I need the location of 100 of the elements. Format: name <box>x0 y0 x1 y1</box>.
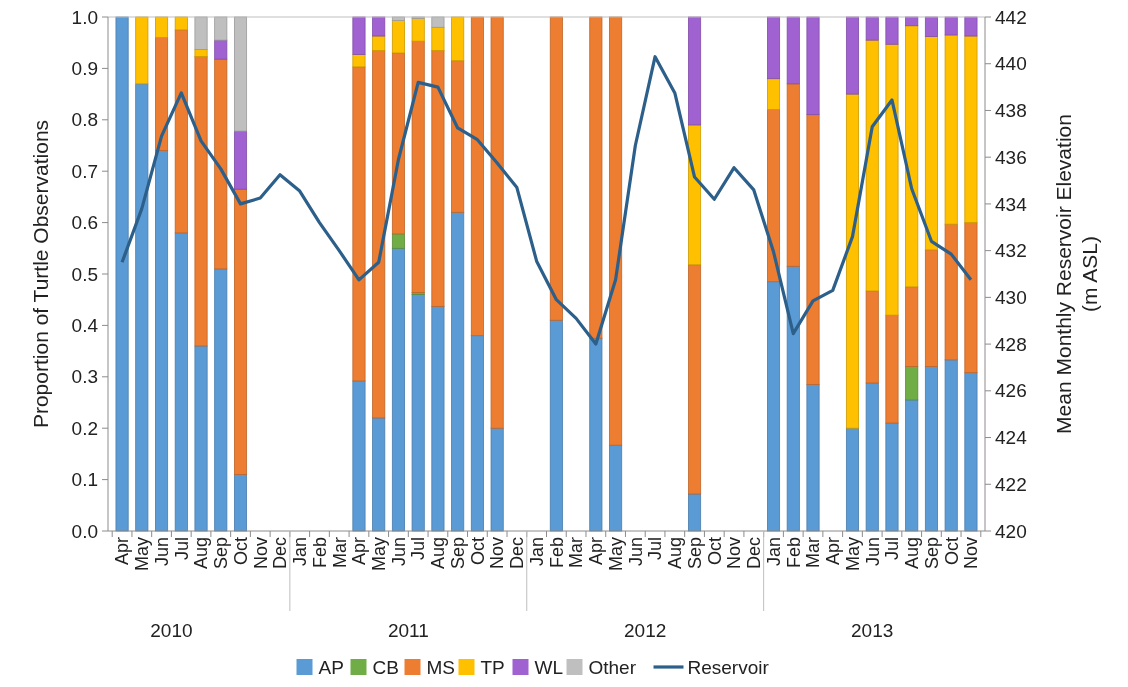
bar <box>411 18 425 42</box>
legend-label: TP <box>480 656 505 678</box>
y-tick-label: 0.9 <box>71 58 98 80</box>
x2-tick-label: 2013 <box>851 620 894 641</box>
x-tick-label: Sep <box>447 537 468 570</box>
x-tick-label: Apr <box>349 537 370 566</box>
bar <box>944 223 958 361</box>
bar <box>451 60 465 213</box>
bar <box>786 265 800 532</box>
y2-tick-label: 440 <box>995 53 1027 75</box>
bar <box>174 29 188 234</box>
x-tick-label: Mar <box>329 537 350 568</box>
bar <box>372 50 386 419</box>
bar <box>964 222 978 374</box>
bar <box>806 114 820 385</box>
x-tick-label: Jan <box>290 537 311 567</box>
bar <box>688 124 702 266</box>
legend-label: AP <box>318 656 344 678</box>
bar <box>391 20 405 54</box>
y2-tick-label: 422 <box>995 473 1027 495</box>
bar <box>865 290 879 384</box>
y2-tick-label: 442 <box>995 6 1027 28</box>
y-tick-label: 0.0 <box>71 520 98 542</box>
y2-tick-label: 438 <box>995 100 1027 122</box>
bar <box>865 16 879 41</box>
bar <box>135 16 149 85</box>
bar <box>352 54 366 68</box>
bar <box>372 417 386 532</box>
bar <box>470 335 484 532</box>
bar <box>845 93 860 429</box>
x-tick-label: Jun <box>625 537 646 567</box>
y2-tick-label: 432 <box>995 240 1027 262</box>
bar <box>431 26 445 51</box>
bar <box>905 25 919 288</box>
bar <box>767 78 781 110</box>
bar <box>865 39 879 292</box>
x-tick-label: Oct <box>467 537 488 566</box>
bar <box>214 39 228 60</box>
y-tick-label: 0.1 <box>71 469 98 491</box>
x-tick-label: Jun <box>862 537 883 567</box>
x-tick-label: Nov <box>487 537 508 570</box>
x-tick-label: Oct <box>704 537 725 566</box>
x-tick-label: Nov <box>724 537 745 570</box>
x-tick-label: Dec <box>744 537 765 570</box>
x-tick-label: Jun <box>151 537 172 567</box>
bar <box>786 83 800 267</box>
x-tick-label: Dec <box>270 537 291 570</box>
bar <box>233 188 248 475</box>
bar <box>549 319 563 532</box>
x-tick-label: May <box>369 537 389 572</box>
bar <box>845 16 860 95</box>
bar <box>155 16 169 38</box>
bar <box>688 493 702 532</box>
bar <box>944 16 958 36</box>
x-tick-label: Oct <box>941 537 962 566</box>
bar <box>905 286 919 367</box>
bar <box>688 16 702 126</box>
bar <box>905 399 919 532</box>
bar <box>944 34 958 225</box>
bar <box>885 43 899 316</box>
x-tick-label: Nov <box>961 537 982 570</box>
x-tick-label: Feb <box>546 537 567 569</box>
y-axis-title: Proportion of Turtle Observations <box>29 119 52 429</box>
bar <box>490 16 504 429</box>
legend-label: Other <box>588 656 637 678</box>
bar <box>964 16 978 37</box>
bar <box>885 314 899 424</box>
bar <box>767 16 781 80</box>
bar <box>135 83 149 532</box>
bar <box>549 16 563 321</box>
x-tick-label: Feb <box>783 537 804 569</box>
bar <box>391 247 405 532</box>
x-tick-label: Apr <box>112 537 133 566</box>
x-tick-label: Apr <box>586 537 607 566</box>
legend-label: WL <box>534 656 563 678</box>
x2-tick-label: 2010 <box>150 620 193 641</box>
y-tick-label: 0.2 <box>71 417 98 439</box>
y-tick-label: 0.4 <box>71 315 99 337</box>
bar <box>194 345 208 532</box>
bar <box>174 16 188 31</box>
bar <box>589 337 603 532</box>
x-tick-label: Sep <box>684 537 705 570</box>
x-tick-label: Jul <box>408 537 429 561</box>
y-tick-label: 0.7 <box>71 160 98 182</box>
legend-label: CB <box>372 656 399 678</box>
bar <box>924 249 938 367</box>
bar <box>115 16 129 532</box>
bar <box>767 109 781 283</box>
bar <box>964 372 978 532</box>
y2-tick-label: 434 <box>995 193 1028 215</box>
bar <box>233 130 248 190</box>
bar <box>451 16 465 62</box>
bar <box>786 16 800 85</box>
bar <box>372 35 386 51</box>
x-tick-label: Jul <box>171 537 192 561</box>
bar <box>924 16 938 37</box>
bar <box>194 56 208 347</box>
y-tick-label: 0.5 <box>71 263 98 285</box>
x-tick-label: Jul <box>645 537 666 561</box>
x-tick-label: Mar <box>566 537 587 568</box>
